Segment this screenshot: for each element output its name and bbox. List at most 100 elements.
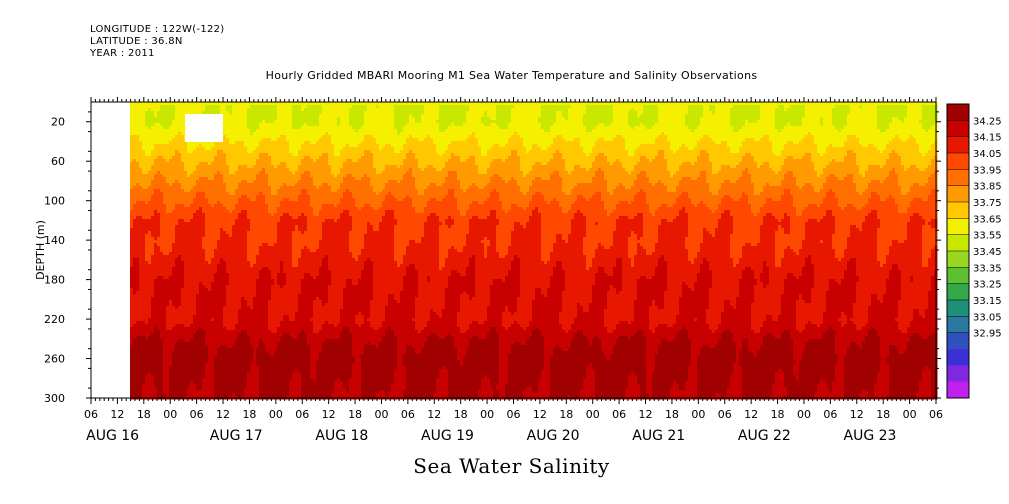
heatmap-cell (259, 192, 263, 196)
heatmap-cell (229, 117, 233, 121)
heatmap-cell (277, 159, 281, 163)
heatmap-cell (151, 174, 155, 178)
heatmap-cell (160, 321, 164, 325)
heatmap-cell (172, 153, 176, 157)
heatmap-cell (247, 255, 251, 259)
heatmap-cell (244, 384, 248, 388)
heatmap-cell (184, 348, 188, 352)
heatmap-cell (253, 183, 257, 187)
heatmap-cell (136, 165, 140, 169)
heatmap-cell (250, 345, 254, 349)
heatmap-cell (220, 363, 224, 367)
heatmap-cell (184, 360, 188, 364)
heatmap-cell (193, 279, 197, 283)
heatmap-cell (160, 351, 164, 355)
heatmap-cell (157, 105, 161, 109)
heatmap-cell (244, 228, 248, 232)
heatmap-cell (256, 390, 260, 394)
heatmap-cell (181, 117, 185, 121)
heatmap-cell (268, 228, 272, 232)
heatmap-cell (148, 285, 152, 289)
heatmap-cell (130, 132, 134, 136)
heatmap-cell (223, 378, 227, 382)
heatmap-cell (262, 303, 266, 307)
heatmap-cell (133, 297, 137, 301)
heatmap-cell (187, 183, 191, 187)
heatmap-cell (166, 339, 170, 343)
heatmap-cell (214, 363, 218, 367)
heatmap-cell (130, 297, 134, 301)
heatmap-cell (187, 201, 191, 205)
heatmap-cell (214, 351, 218, 355)
heatmap-cell (223, 261, 227, 265)
heatmap-cell (157, 135, 161, 139)
heatmap-cell (205, 363, 209, 367)
heatmap-cell (184, 105, 188, 109)
heatmap-cell (151, 102, 155, 106)
heatmap-cell (259, 306, 263, 310)
heatmap-cell (241, 339, 245, 343)
heatmap-cell (163, 192, 167, 196)
heatmap-cell (151, 186, 155, 190)
heatmap-cell (256, 174, 260, 178)
heatmap-cell (274, 150, 278, 154)
heatmap-cell (142, 381, 146, 385)
heatmap-cell (277, 366, 281, 370)
heatmap-cell (253, 210, 257, 214)
heatmap-cell (235, 138, 239, 142)
heatmap-cell (142, 258, 146, 262)
heatmap-cell (250, 231, 254, 235)
heatmap-cell (250, 282, 254, 286)
heatmap-cell (274, 105, 278, 109)
heatmap-cell (253, 114, 257, 118)
heatmap-cell (235, 285, 239, 289)
heatmap-cell (268, 336, 272, 340)
heatmap-cell (223, 141, 227, 145)
heatmap-cell (280, 120, 284, 124)
heatmap-cell (196, 168, 200, 172)
heatmap-cell (223, 333, 227, 337)
heatmap-cell (157, 372, 161, 376)
heatmap-cell (181, 327, 185, 331)
heatmap-cell (259, 375, 263, 379)
heatmap-cell (229, 270, 233, 274)
heatmap-cell (277, 255, 281, 259)
heatmap-cell (199, 108, 203, 112)
heatmap-cell (235, 228, 239, 232)
heatmap-cell (163, 123, 167, 127)
heatmap-cell (208, 222, 212, 226)
heatmap-cell (253, 132, 257, 136)
heatmap-cell (253, 177, 257, 181)
heatmap-cell (274, 174, 278, 178)
heatmap-cell (211, 252, 215, 256)
heatmap-cell (259, 198, 263, 202)
heatmap-cell (190, 246, 194, 250)
heatmap-cell (166, 327, 170, 331)
heatmap-cell (151, 249, 155, 253)
heatmap-cell (154, 183, 158, 187)
heatmap-cell (133, 387, 137, 391)
heatmap-cell (196, 180, 200, 184)
heatmap-cell (172, 102, 176, 106)
heatmap-cell (223, 357, 227, 361)
heatmap-cell (253, 318, 257, 322)
heatmap-cell (271, 141, 275, 145)
heatmap-cell (256, 348, 260, 352)
heatmap-cell (244, 180, 248, 184)
heatmap-cell (205, 261, 209, 265)
heatmap-cell (241, 195, 245, 199)
heatmap-cell (163, 387, 167, 391)
heatmap-cell (271, 216, 275, 220)
heatmap-cell (268, 372, 272, 376)
heatmap-cell (175, 201, 179, 205)
heatmap-cell (244, 222, 248, 226)
heatmap-cell (175, 282, 179, 286)
heatmap-cell (160, 144, 164, 148)
heatmap-cell (250, 210, 254, 214)
heatmap-cell (277, 288, 281, 292)
heatmap-cell (271, 249, 275, 253)
heatmap-cell (199, 231, 203, 235)
heatmap-cell (130, 243, 134, 247)
heatmap-cell (241, 291, 245, 295)
heatmap-cell (166, 222, 170, 226)
